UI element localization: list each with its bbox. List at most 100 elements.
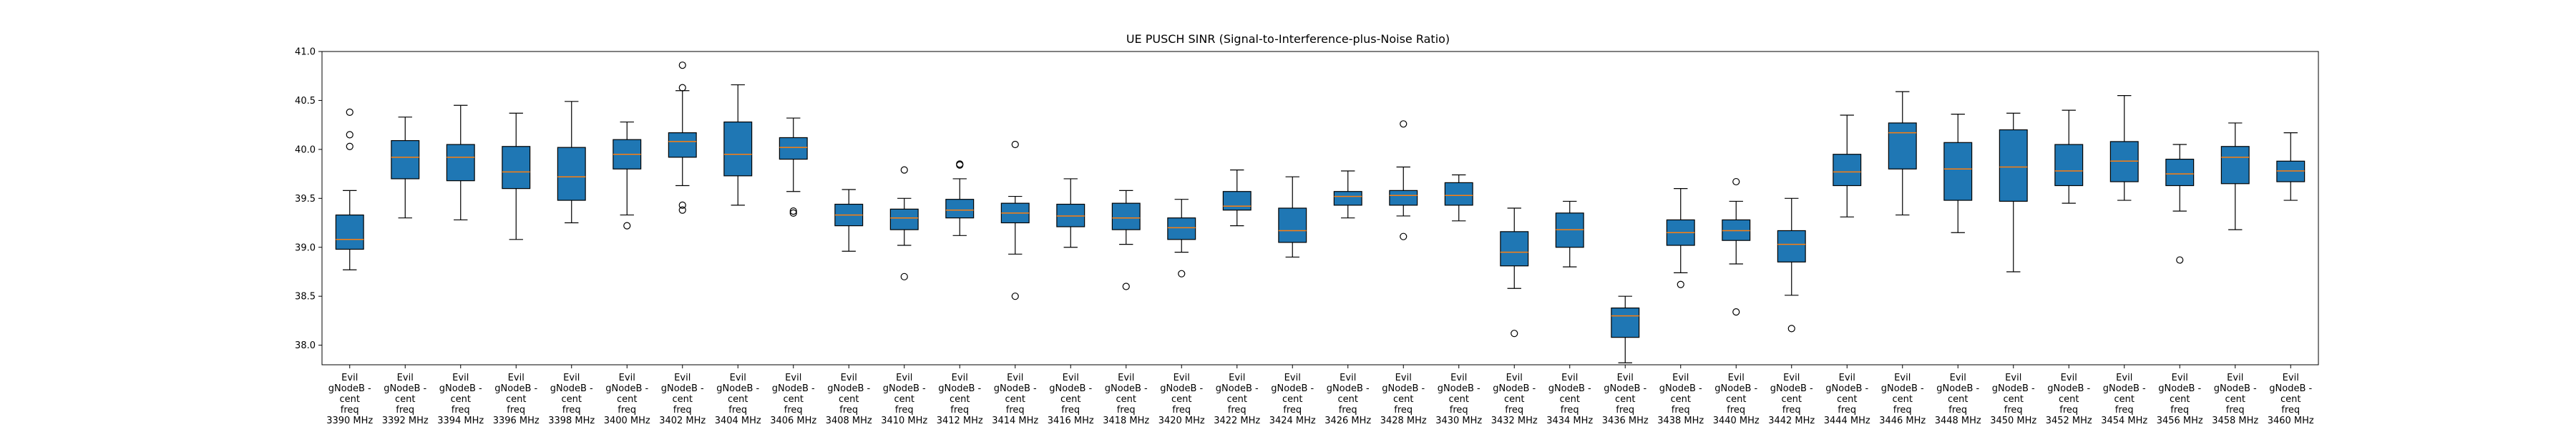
- box: [557, 147, 586, 201]
- x-tick-label: Evil gNodeB -cent freq 3414 MHz: [992, 373, 1038, 426]
- x-tick-label-line: gNodeB -: [772, 383, 815, 394]
- x-tick-label: Evil gNodeB -cent freq 3392 MHz: [382, 373, 429, 426]
- box: [1833, 154, 1862, 187]
- x-tick-label-line: freq: [1948, 405, 1967, 416]
- x-tick-label-line: 3410 MHz: [881, 416, 927, 426]
- x-tick-label: Evil gNodeB -cent freq 3390 MHz: [326, 373, 373, 426]
- x-tick-label-line: Evil: [1007, 373, 1023, 383]
- outlier-point: [1122, 283, 1130, 290]
- box: [1888, 122, 1917, 170]
- x-tick-label-line: cent: [1948, 394, 1968, 405]
- x-tick-label-line: Evil: [1950, 373, 1966, 383]
- x-tick-label: Evil gNodeB -cent freq 3440 MHz: [1713, 373, 1760, 426]
- x-tick-label-line: 3402 MHz: [659, 416, 706, 426]
- x-tick-label-line: freq: [1339, 405, 1357, 416]
- outlier-point: [1011, 140, 1019, 149]
- box: [1999, 129, 2028, 202]
- x-tick-label-line: cent: [562, 394, 582, 405]
- x-tick-label-line: Evil: [785, 373, 801, 383]
- x-tick-label-line: Evil: [674, 373, 691, 383]
- x-tick-label-line: gNodeB -: [1160, 383, 1203, 394]
- x-tick-label-line: 3408 MHz: [826, 416, 872, 426]
- x-tick-label-line: gNodeB -: [1105, 383, 1148, 394]
- x-tick-label-line: freq: [2281, 405, 2300, 416]
- x-tick-label-line: Evil: [2005, 373, 2021, 383]
- y-tick-label: 38.5: [295, 292, 316, 303]
- x-tick-label-line: cent: [617, 394, 637, 405]
- x-tick-label-line: freq: [1727, 405, 1745, 416]
- x-tick-label-line: 3430 MHz: [1435, 416, 1482, 426]
- box: [1500, 231, 1529, 267]
- x-tick-label-line: freq: [950, 405, 969, 416]
- x-tick-label-line: freq: [2004, 405, 2023, 416]
- x-tick-label: Evil gNodeB -cent freq 3456 MHz: [2157, 373, 2203, 426]
- x-tick-label-line: gNodeB -: [1382, 383, 1425, 394]
- x-tick-label: Evil gNodeB -cent freq 3444 MHz: [1824, 373, 1870, 426]
- x-tick-label-line: 3456 MHz: [2157, 416, 2203, 426]
- x-tick-label-line: gNodeB -: [1992, 383, 2035, 394]
- x-tick-label: Evil gNodeB -cent freq 3454 MHz: [2101, 373, 2147, 426]
- x-tick-label-line: 3440 MHz: [1713, 416, 1760, 426]
- x-tick-label-line: gNodeB -: [328, 383, 371, 394]
- y-tick-label: 40.0: [295, 144, 316, 155]
- x-tick-label-line: 3454 MHz: [2101, 416, 2147, 426]
- box: [945, 199, 975, 219]
- x-tick-label-line: gNodeB -: [1049, 383, 1092, 394]
- x-tick-label-line: 3392 MHz: [382, 416, 429, 426]
- x-tick-label-line: cent: [1560, 394, 1580, 405]
- x-tick-label-line: gNodeB -: [605, 383, 648, 394]
- x-tick-label-line: cent: [2114, 394, 2135, 405]
- x-tick-label-line: freq: [562, 405, 581, 416]
- x-tick-label: Evil gNodeB -cent freq 3410 MHz: [881, 373, 927, 426]
- x-tick-label-line: gNodeB -: [384, 383, 426, 394]
- outlier-point: [1677, 280, 1684, 288]
- y-tick-label: 39.5: [295, 194, 316, 205]
- x-tick-label-line: freq: [2170, 405, 2189, 416]
- x-tick-label-line: Evil: [1783, 373, 1800, 383]
- x-tick-label-line: freq: [2115, 405, 2134, 416]
- x-tick-label-line: Evil: [397, 373, 414, 383]
- y-tick-label: 40.5: [295, 96, 316, 107]
- x-tick-label: Evil gNodeB -cent freq 3436 MHz: [1602, 373, 1649, 426]
- box: [1111, 202, 1141, 230]
- chart-title: UE PUSCH SINR (Signal-to-Interference-pl…: [1126, 32, 1450, 46]
- x-tick-label-line: cent: [1671, 394, 1691, 405]
- outlier-point: [1178, 270, 1186, 278]
- x-tick-label: Evil gNodeB -cent freq 3442 MHz: [1768, 373, 1815, 426]
- x-tick-label-line: freq: [2226, 405, 2245, 416]
- plot-frame: [321, 51, 2319, 365]
- x-tick-label: Evil gNodeB -cent freq 3434 MHz: [1546, 373, 1593, 426]
- x-tick-label: Evil gNodeB -cent freq 3458 MHz: [2212, 373, 2258, 426]
- x-tick-label: Evil gNodeB -cent freq 3394 MHz: [437, 373, 484, 426]
- x-tick-label-line: gNodeB -: [1327, 383, 1370, 394]
- x-tick-label-line: Evil: [1617, 373, 1634, 383]
- x-tick-label-line: 3396 MHz: [493, 416, 540, 426]
- x-tick-label-line: cent: [1615, 394, 1635, 405]
- x-tick-label-line: Evil: [1118, 373, 1134, 383]
- x-tick-label: Evil gNodeB -cent freq 3424 MHz: [1269, 373, 1316, 426]
- x-tick-label-line: gNodeB -: [1881, 383, 1924, 394]
- x-tick-label-line: gNodeB -: [938, 383, 981, 394]
- x-tick-label-line: 3442 MHz: [1768, 416, 1815, 426]
- x-tick-label: Evil gNodeB -cent freq 3448 MHz: [1935, 373, 1981, 426]
- x-tick-label-line: 3400 MHz: [604, 416, 650, 426]
- outlier-point: [1732, 308, 1740, 316]
- x-tick-label-line: Evil: [1672, 373, 1689, 383]
- x-tick-label-line: gNodeB -: [2214, 383, 2257, 394]
- x-tick-label-line: cent: [2004, 394, 2024, 405]
- x-tick-label-line: cent: [784, 394, 804, 405]
- x-tick-label: Evil gNodeB -cent freq 3412 MHz: [937, 373, 983, 426]
- box: [1222, 191, 1252, 211]
- box: [1611, 308, 1640, 338]
- x-tick-label-line: 3424 MHz: [1269, 416, 1316, 426]
- x-tick-label-line: gNodeB -: [1659, 383, 1702, 394]
- x-tick-label-line: 3416 MHz: [1048, 416, 1094, 426]
- x-tick-label-line: gNodeB -: [439, 383, 482, 394]
- x-tick-label-line: Evil: [1174, 373, 1190, 383]
- box: [779, 137, 808, 160]
- x-tick-label-line: freq: [1505, 405, 1523, 416]
- x-tick-label-line: Evil: [1839, 373, 1855, 383]
- y-tick-label: 39.0: [295, 242, 316, 253]
